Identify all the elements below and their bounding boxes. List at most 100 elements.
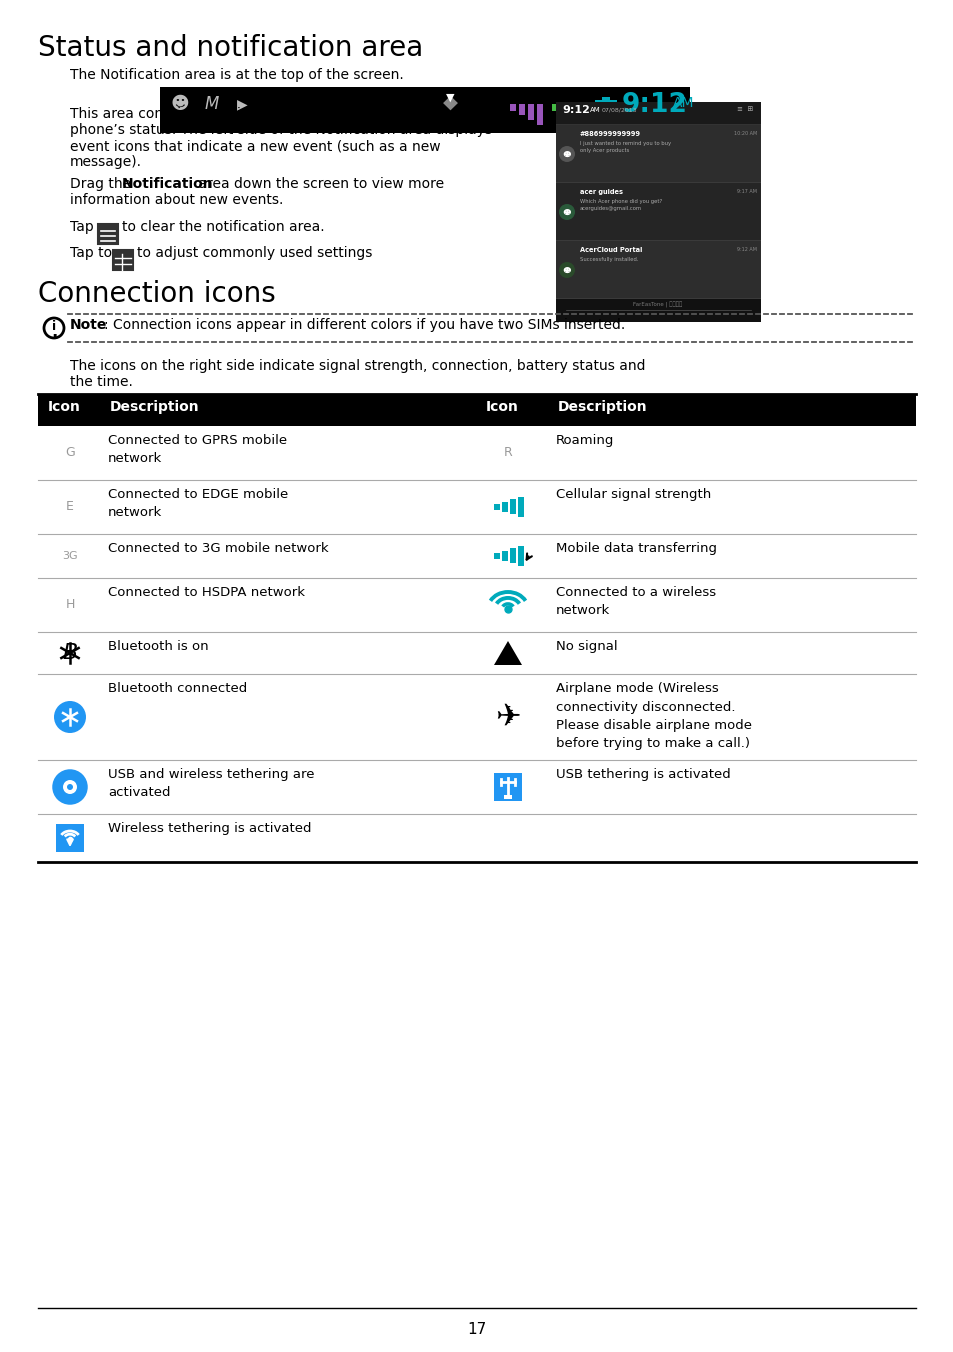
Bar: [556, 101, 760, 124]
Text: R: R: [503, 446, 512, 460]
Text: 9:12 AM: 9:12 AM: [737, 247, 757, 251]
Text: M: M: [205, 95, 219, 114]
Bar: [510, 548, 516, 562]
Text: B: B: [62, 644, 77, 662]
Text: 17: 17: [467, 1322, 486, 1337]
Text: 9:12: 9:12: [561, 105, 589, 115]
FancyBboxPatch shape: [595, 100, 617, 124]
Bar: [518, 104, 524, 115]
Text: Description: Description: [558, 400, 647, 414]
Text: Drag the: Drag the: [70, 177, 135, 191]
Text: 9:17 AM: 9:17 AM: [737, 189, 757, 193]
Bar: [501, 552, 507, 561]
Text: The icons on the right side indicate signal strength, connection, battery status: The icons on the right side indicate sig…: [70, 360, 645, 373]
Bar: [537, 104, 542, 124]
Bar: [38, 393, 915, 426]
Text: to clear the notification area.: to clear the notification area.: [122, 220, 324, 234]
Bar: [517, 498, 523, 516]
Text: ▶: ▶: [236, 97, 247, 111]
Text: Connected to HSDPA network: Connected to HSDPA network: [108, 585, 305, 599]
Text: H: H: [65, 599, 74, 611]
Text: 07/08/2013: 07/08/2013: [601, 107, 637, 112]
Text: This area contains a variety of icons to inform you of your: This area contains a variety of icons to…: [70, 107, 472, 120]
Text: message).: message).: [70, 155, 142, 169]
Text: Connection icons: Connection icons: [38, 280, 275, 308]
Text: acer guides: acer guides: [579, 189, 622, 195]
Text: Notification: Notification: [122, 177, 213, 191]
Text: USB tethering is activated: USB tethering is activated: [556, 768, 730, 781]
Text: Tap to: Tap to: [70, 246, 116, 260]
Text: Which Acer phone did you get?
acerguides@gmail.com: Which Acer phone did you get? acerguides…: [579, 199, 661, 211]
Text: i: i: [51, 319, 56, 333]
Bar: [517, 546, 523, 566]
FancyBboxPatch shape: [494, 773, 521, 800]
Text: #886999999999: #886999999999: [579, 131, 640, 137]
FancyBboxPatch shape: [112, 250, 132, 270]
Text: AM: AM: [589, 107, 600, 114]
Bar: [510, 104, 516, 111]
Text: Mobile data transferring: Mobile data transferring: [556, 542, 717, 556]
Circle shape: [63, 780, 77, 794]
Text: phone’s status. The left side of the Notification area displays: phone’s status. The left side of the Not…: [70, 123, 492, 137]
Text: ☻: ☻: [562, 150, 571, 158]
Text: Bluetooth connected: Bluetooth connected: [108, 681, 247, 695]
Text: Icon: Icon: [48, 400, 81, 414]
Circle shape: [67, 784, 73, 790]
Circle shape: [54, 700, 86, 733]
Text: The Notification area is at the top of the screen.: The Notification area is at the top of t…: [70, 68, 403, 82]
Text: area down the screen to view more: area down the screen to view more: [193, 177, 444, 191]
Text: Icon: Icon: [485, 400, 518, 414]
Circle shape: [54, 771, 86, 803]
Text: ☻: ☻: [562, 265, 571, 274]
Bar: [494, 504, 499, 510]
Text: No signal: No signal: [556, 639, 617, 653]
Text: event icons that indicate a new event (such as a new: event icons that indicate a new event (s…: [70, 139, 440, 153]
Circle shape: [558, 204, 575, 220]
Text: Successfully installed.: Successfully installed.: [579, 257, 638, 262]
Polygon shape: [494, 641, 521, 665]
Bar: [501, 502, 507, 512]
Text: Tap: Tap: [70, 220, 98, 234]
Text: Airplane mode (Wireless
connectivity disconnected.
Please disable airplane mode
: Airplane mode (Wireless connectivity dis…: [556, 681, 751, 750]
Text: Description: Description: [110, 400, 199, 414]
Text: Connected to a wireless
network: Connected to a wireless network: [556, 585, 716, 618]
Bar: [556, 124, 760, 183]
Bar: [503, 795, 512, 799]
Text: Connected to 3G mobile network: Connected to 3G mobile network: [108, 542, 328, 556]
Bar: [552, 104, 558, 111]
Bar: [560, 104, 566, 115]
Bar: [601, 97, 609, 100]
Text: E: E: [66, 500, 74, 514]
Bar: [494, 553, 499, 558]
Text: Connected to EDGE mobile
network: Connected to EDGE mobile network: [108, 488, 288, 519]
Bar: [160, 87, 689, 132]
Circle shape: [558, 146, 575, 162]
Text: ✈: ✈: [495, 703, 520, 731]
Text: AcerCloud Portal: AcerCloud Portal: [579, 247, 641, 253]
Text: 10:20 AM: 10:20 AM: [733, 131, 757, 137]
Circle shape: [558, 262, 575, 279]
Bar: [556, 101, 760, 322]
Text: ≡  ⊞: ≡ ⊞: [736, 105, 752, 112]
Bar: [569, 104, 576, 120]
Bar: [556, 241, 760, 299]
Text: USB and wireless tethering are
activated: USB and wireless tethering are activated: [108, 768, 314, 799]
Text: FarEasTone | 遠傳電信: FarEasTone | 遠傳電信: [633, 301, 682, 308]
Text: : Connection icons appear in different colors if you have two SIMs inserted.: : Connection icons appear in different c…: [104, 318, 624, 333]
Bar: [510, 499, 516, 514]
Bar: [578, 104, 584, 124]
Text: to adjust commonly used settings: to adjust commonly used settings: [137, 246, 372, 260]
Text: Wireless tethering is activated: Wireless tethering is activated: [108, 822, 312, 836]
Bar: [527, 104, 534, 120]
Text: Note: Note: [70, 318, 108, 333]
Text: Bluetooth is on: Bluetooth is on: [108, 639, 209, 653]
Text: ☻: ☻: [171, 95, 190, 114]
FancyBboxPatch shape: [56, 823, 84, 852]
Text: information about new events.: information about new events.: [70, 193, 283, 207]
Text: G: G: [65, 446, 74, 460]
Bar: [556, 183, 760, 241]
Text: ☻: ☻: [562, 207, 571, 216]
FancyBboxPatch shape: [98, 224, 118, 243]
Text: Cellular signal strength: Cellular signal strength: [556, 488, 711, 502]
Text: ▼: ▼: [445, 93, 454, 103]
